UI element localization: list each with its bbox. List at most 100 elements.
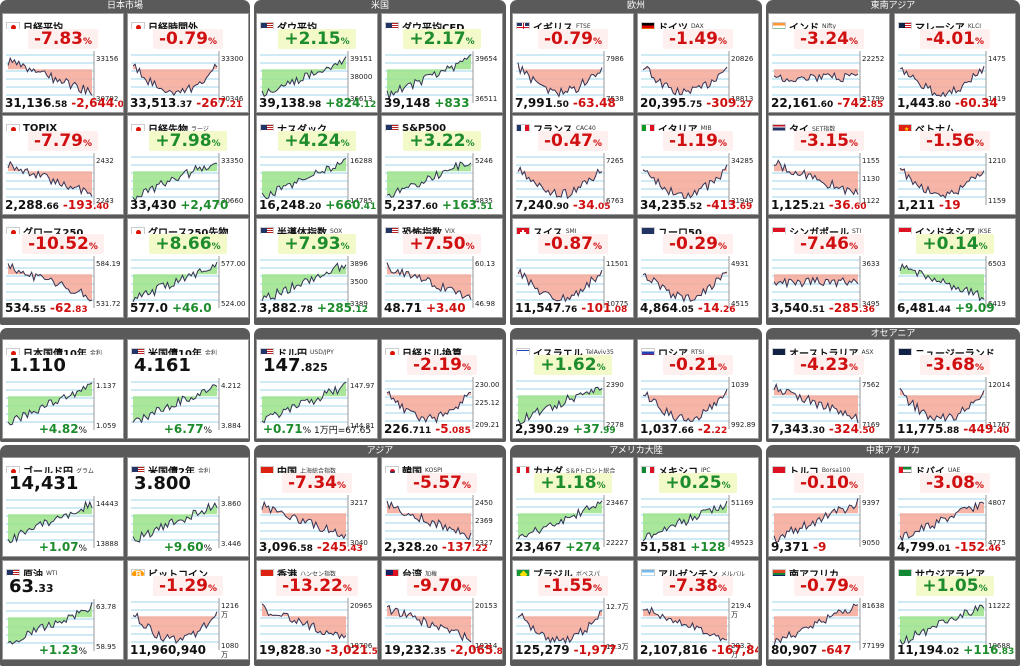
- change-decimal: .69: [736, 202, 753, 212]
- axis-tick-label: 1210: [988, 157, 1006, 165]
- market-card-vn[interactable]: ★ ベトナム -1.56% 1210 1159 1,211 -19: [894, 115, 1016, 215]
- market-name: 日本国債10年: [23, 349, 87, 355]
- market-card-growth250-fut[interactable]: グロース250先物 +8.66% 577.00 524.00 577.0 +46.0: [127, 218, 249, 318]
- market-card-nikkei-after[interactable]: 日経時間外 -0.79% 33300 30346 33,513.37 -267.21: [127, 13, 249, 113]
- axis-tick-label: 3217: [350, 499, 368, 507]
- rate-card-gold[interactable]: ゴールド円 グラム 14,431 14443 13888 +1.07%: [2, 457, 124, 557]
- price-row: 3,882.78 +285.12: [259, 301, 375, 316]
- market-card-tr[interactable]: トルコ Borsa100 -0.10% 9397 9050 9,371 -9: [768, 457, 890, 557]
- price-chart-svg: [260, 256, 349, 308]
- price-row: 2,288.66 -193.40: [5, 198, 121, 213]
- percent-sign: %: [717, 584, 728, 594]
- market-card-crypto[interactable]: ₿ ビットコイン -1.29% 1216万 1080万 11,960,940: [127, 560, 249, 660]
- market-card-fx-ntc[interactable]: 日経ドル換算 -2.19% 230.00 225.12 209.21 226.711 -5…: [381, 339, 503, 439]
- market-card-nz[interactable]: ニュージーランド -3.68% 12014 11767 11,775.88 -449.4…: [894, 339, 1016, 439]
- rate-change-suffix: %: [78, 544, 88, 554]
- price-row: 33,430 +2,470: [130, 198, 246, 213]
- market-card-ca[interactable]: カナダ S＆Pトロント総合 +1.18% 23467 22227 23,467 +274: [512, 457, 634, 557]
- price-decimal: .20: [305, 202, 322, 212]
- percent-change: -9.70%: [382, 576, 502, 599]
- market-card-dow[interactable]: ダウ平均 +2.15% 39151 38000 36613 39,138.98 +824.…: [256, 13, 378, 113]
- axis-tick-label: 1.059: [96, 422, 117, 430]
- axis-tick-label: 7265: [606, 157, 624, 165]
- price-chart-svg: [385, 256, 474, 308]
- price-value: 80,907: [771, 643, 818, 657]
- market-card-sox[interactable]: 半導体指数 SOX +7.93% 3896 3500 3389 3,882.78 +285.…: [256, 218, 378, 318]
- market-card-dow-cfd[interactable]: ダウ平均CFD +2.17% 39654 36511 39,148 +833: [381, 13, 503, 113]
- market-card-ae[interactable]: ドバイ UAE -3.08% 4807 4775 4,799.01 -152.46: [894, 457, 1016, 557]
- card-title: ブラジル ボベスパ: [516, 563, 631, 576]
- market-card-it[interactable]: イタリア MIB -1.19% 34285 31949 34,235.52 -413.69: [637, 115, 759, 215]
- price-chart-svg: [131, 378, 220, 430]
- market-card-sg[interactable]: シンガポール STI -7.46% 3633 3495 3,540.51 -285.36: [768, 218, 890, 318]
- market-card-th[interactable]: タイ SET指数 -3.15% 1155 1130 1122 1,125.21 -36.60: [768, 115, 890, 215]
- percent-sign: %: [848, 139, 859, 149]
- market-card-ch[interactable]: スイス SMI -0.87% 11501 10775 11,547.76 -101.08: [512, 218, 634, 318]
- market-card-ar[interactable]: アルゼンチン メルバル -7.38% 219.4万 203.2万 2,107,816 -1…: [637, 560, 759, 660]
- axis-tick-label: 1039: [731, 381, 749, 389]
- price-decimal: .20: [421, 544, 438, 554]
- market-card-eu50[interactable]: ユーロ50 -0.29% 4931 4515 4,864.05 -14.26: [637, 218, 759, 318]
- market-card-vix[interactable]: 恐怖指数 VIX +7.50% 60.13 46.98 48.71 +3.40: [381, 218, 503, 318]
- rate-card-wti[interactable]: 原油 WTI 63.33 63.78 58.95 +1.23%: [2, 560, 124, 660]
- market-card-in[interactable]: インド Nifty -3.24% 22252 21799 22,161.60 -742.8…: [768, 13, 890, 113]
- price-decimal: .88: [943, 426, 960, 436]
- market-card-ru[interactable]: ロシア RTSI -0.21% 1039 992.89 1,037.66 -2.22: [637, 339, 759, 439]
- price-chart-svg: [6, 378, 95, 430]
- rate-card-ust10[interactable]: 米国債10年 金利 4.161 4.212 3.884 +6.77%: [127, 339, 249, 439]
- market-card-hk[interactable]: 香港 ハンセン指数 -13.22% 20965 19706 19,828.30 -3,02…: [256, 560, 378, 660]
- market-card-il[interactable]: イスラエル TelAviv35 +1.62% 2390 2278 2,390.29 +37…: [512, 339, 634, 439]
- market-card-my[interactable]: マレーシア KLCI -4.01% 1475 1419 1,443.80 -60.34: [894, 13, 1016, 113]
- card-title: アルゼンチン メルバル: [641, 563, 756, 576]
- rate-change-suffix: %: [78, 647, 88, 657]
- price-chart-svg: [260, 495, 349, 547]
- axis-tick-label: 5246: [475, 157, 493, 165]
- market-card-za[interactable]: 南アフリカ -0.79% 81638 77199 80,907 -647: [768, 560, 890, 660]
- change-value: -167,843: [711, 643, 758, 657]
- market-card-de[interactable]: ドイツ DAX -1.49% 20826 18813 20,395.75 -309.27: [637, 13, 759, 113]
- price-value: 7,991: [515, 96, 553, 110]
- market-subname: ラージ: [191, 126, 209, 131]
- market-card-uk[interactable]: イギリス FTSE -0.79% 7986 7538 7,991.50 -63.48: [512, 13, 634, 113]
- market-subname: SET指数: [812, 126, 836, 131]
- percent-value: -4.01: [925, 29, 975, 49]
- market-card-mx[interactable]: メキシコ IPC +0.25% 51169 49523 51,581 +128: [637, 457, 759, 557]
- price-value: 11,960,940: [130, 643, 206, 657]
- price-decimal: .60: [817, 100, 834, 110]
- market-card-au[interactable]: オーストラリア ASX -4.23% 7562 7169 7,343.30 -324.50: [768, 339, 890, 439]
- percent-value: -0.79: [158, 29, 208, 49]
- market-card-nasdaq[interactable]: ナスダック +4.24% 16288 14785 16,248.20 +660.41: [256, 115, 378, 215]
- rate-card-usdjpy[interactable]: ドル円 USD/JPY 147.825 147.97 144.81 +0.71% 1万円…: [256, 339, 378, 439]
- market-card-cn[interactable]: 中国 上海総合指数 -7.34% 3217 3040 3,096.58 -245.43: [256, 457, 378, 557]
- percent-sign: %: [465, 139, 475, 149]
- market-card-fr[interactable]: フランス CAC40 -0.47% 7265 6763 7,240.90 -34.05: [512, 115, 634, 215]
- market-card-sa[interactable]: サウジアラビア +1.05% 11222 10688 11,194.02 +116.83: [894, 560, 1016, 660]
- market-card-topix[interactable]: TOPIX -7.79% 2432 2243 2,288.66 -193.40: [2, 115, 124, 215]
- market-name: オーストラリア: [789, 349, 859, 355]
- market-card-growth250[interactable]: グロース250 -10.52% 584.19 531.72 534.55 -62.83: [2, 218, 124, 318]
- group-title: 米国: [370, 1, 389, 11]
- market-card-sp500[interactable]: S&P500 +3.22% 5246 4835 5,237.60 +163.51: [381, 115, 503, 215]
- rate-card-jgb10[interactable]: 日本国債10年 金利 1.110 1.137 1.059 +4.82%: [2, 339, 124, 439]
- change-value: +274: [565, 540, 601, 554]
- price-chart: 2390 2278: [516, 377, 630, 429]
- price-chart: 51169 49523: [641, 495, 755, 547]
- rate-card-ust2[interactable]: 米国債2年 金利 3.800 3.860 3.446 +9.60%: [127, 457, 249, 557]
- percent-sign: %: [592, 242, 603, 252]
- percent-change: -1.19%: [638, 131, 758, 154]
- kr-flag-icon: [385, 465, 399, 473]
- hk-flag-icon: [260, 568, 274, 576]
- market-card-kr[interactable]: 韓国 KOSPI -5.57% 2450 2369 2327 2,328.20 -137.2…: [381, 457, 503, 557]
- market-card-nikkei-fut[interactable]: 日経先物 ラージ +7.98% 33350 30660 33,430 +2,470: [127, 115, 249, 215]
- price-row: 125,279 -1,977: [515, 643, 631, 658]
- axis-tick-label: 10688: [988, 642, 1011, 650]
- price-value: 1,037: [640, 422, 678, 436]
- il-flag-icon: [516, 347, 530, 355]
- market-card-id[interactable]: インドネシア JKSE +0.14% 6503 6419 6,481.44 +9.09: [894, 218, 1016, 318]
- price-chart-svg: [6, 496, 95, 548]
- market-name: サウジアラビア: [915, 570, 985, 576]
- market-card-br[interactable]: ブラジル ボベスパ -1.55% 12.7万 12.3万 125,279 -1,977: [512, 560, 634, 660]
- change-value: -60.34: [954, 96, 998, 110]
